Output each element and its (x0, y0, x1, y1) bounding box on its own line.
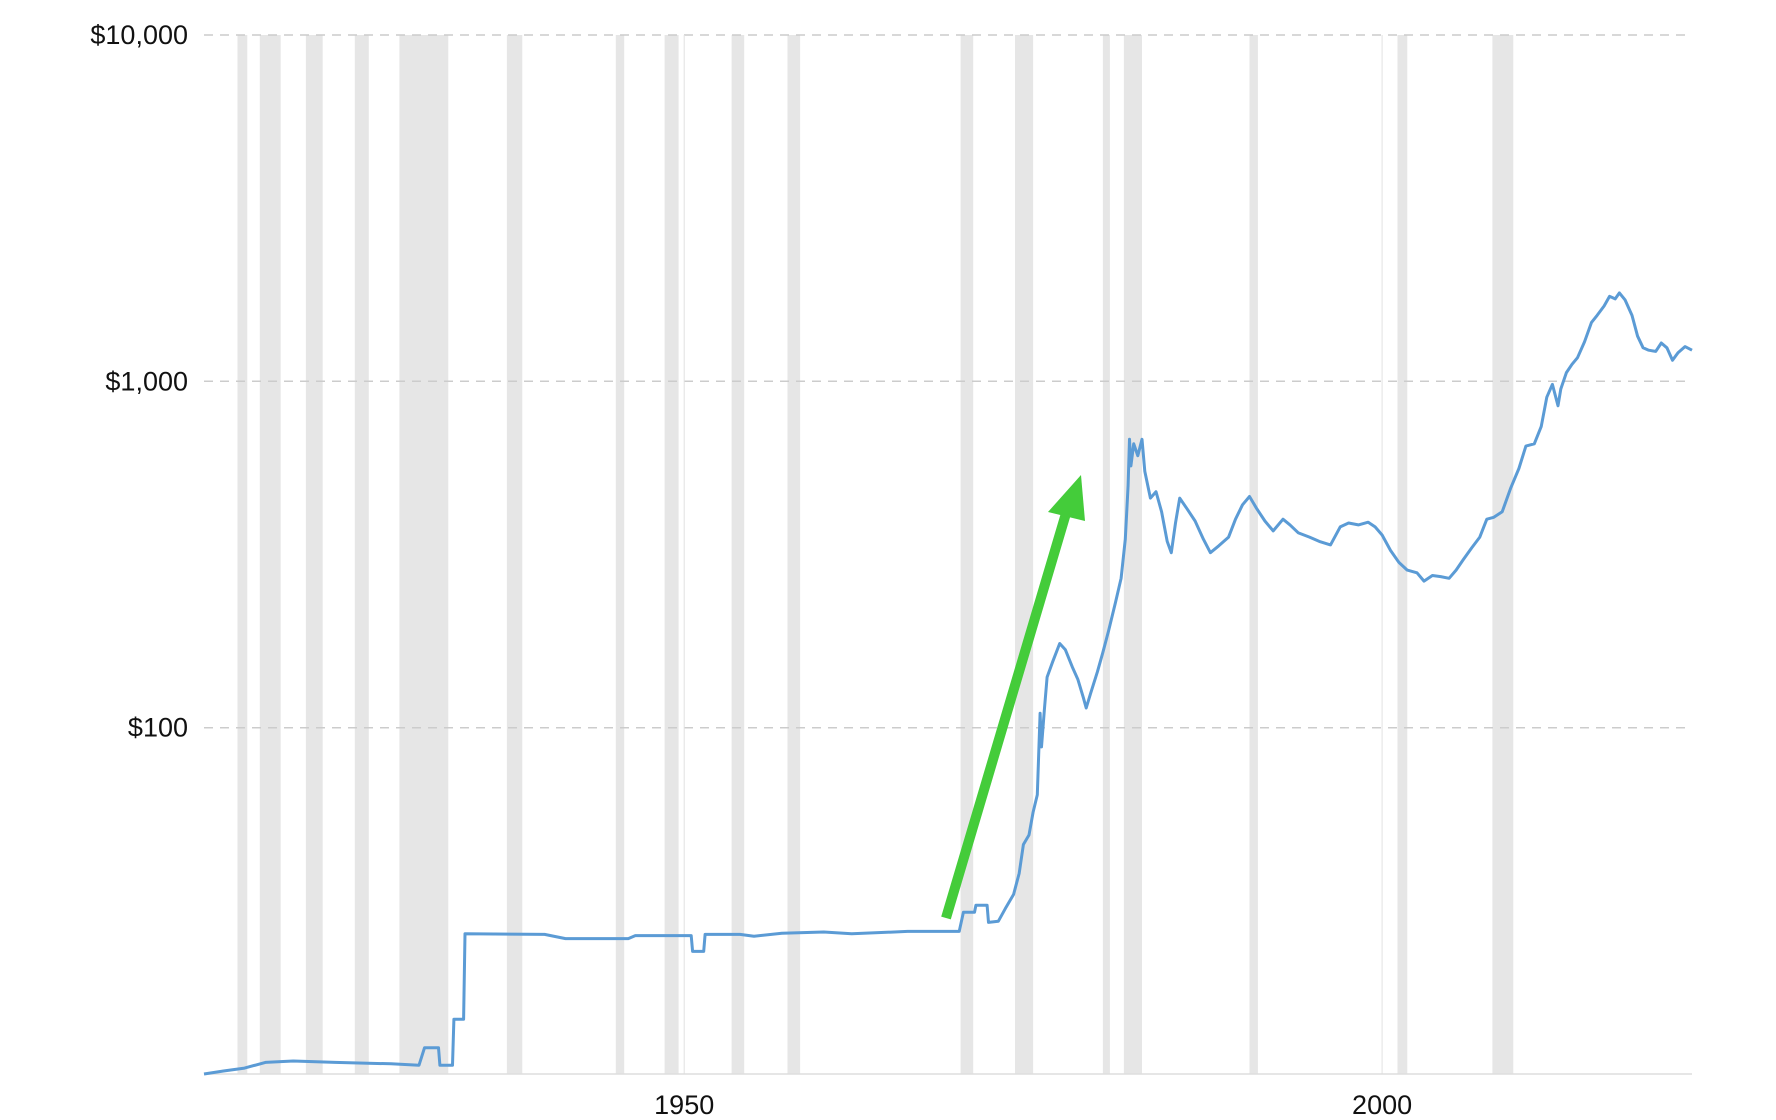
recession-band-15 (1397, 35, 1408, 1074)
recession-bands (237, 35, 1514, 1074)
x-tick-label-0: 1950 (654, 1090, 714, 1120)
trend-arrow-shaft (941, 508, 1072, 920)
recession-band-3 (354, 35, 369, 1074)
trend-arrow (941, 475, 1085, 920)
y-tick-label-1: $1,000 (105, 366, 188, 396)
trend-arrow-head (1048, 475, 1085, 521)
recession-band-14 (1249, 35, 1258, 1074)
recession-band-10 (960, 35, 974, 1074)
x-axis-labels: 1950 2000 (654, 1090, 1412, 1120)
y-axis-labels: $10,000 $1,000 $100 (90, 20, 188, 743)
recession-band-7 (664, 35, 679, 1074)
recession-band-5 (506, 35, 523, 1074)
recession-band-0 (237, 35, 248, 1074)
recession-band-4 (399, 35, 449, 1074)
y-tick-label-2: $100 (128, 713, 188, 743)
recession-band-1 (259, 35, 281, 1074)
recession-band-9 (787, 35, 801, 1074)
recession-band-11 (1015, 35, 1034, 1074)
gridlines (204, 34, 1692, 1074)
recession-band-13 (1123, 35, 1142, 1074)
recession-band-2 (305, 35, 323, 1074)
recession-band-12 (1102, 35, 1110, 1074)
y-tick-label-0: $10,000 (90, 20, 188, 50)
recession-band-8 (731, 35, 745, 1074)
recession-band-16 (1492, 35, 1514, 1074)
x-tick-label-1: 2000 (1352, 1090, 1412, 1120)
price-series-line (203, 291, 1693, 1076)
recession-band-6 (615, 35, 625, 1074)
